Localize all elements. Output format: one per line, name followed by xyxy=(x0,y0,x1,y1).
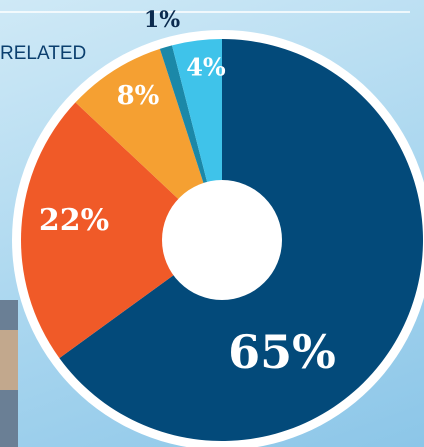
pie-hole xyxy=(162,180,282,300)
value-label: 4% xyxy=(186,53,226,82)
value-label: 22% xyxy=(39,203,109,238)
section-label: RELATED xyxy=(0,43,86,64)
value-label: 65% xyxy=(228,325,336,379)
chart: RELATED 65% 22% 8% 1%4% xyxy=(0,0,424,447)
value-label: 1% xyxy=(144,7,180,33)
page: RELATED 65% 22% 8% 1%4% xyxy=(0,0,424,447)
value-label: 8% xyxy=(117,81,160,111)
photo-glow xyxy=(0,330,18,390)
